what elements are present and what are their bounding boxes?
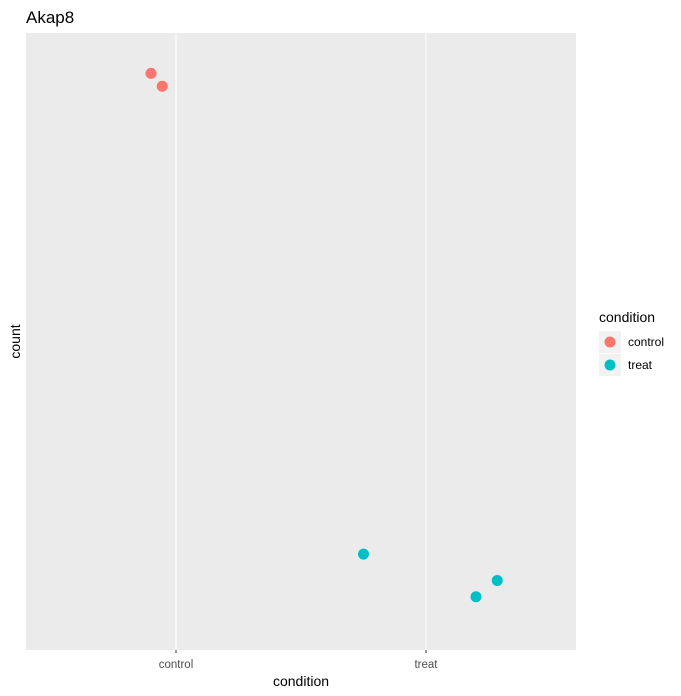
data-point-treat-3 xyxy=(491,574,503,586)
data-points xyxy=(145,67,503,603)
legend-key-treat xyxy=(604,359,616,371)
legend-label-control: control xyxy=(628,335,664,349)
x-tick-label-control: control xyxy=(159,659,194,671)
x-axis-ticks: control treat xyxy=(159,650,438,671)
legend-title: condition xyxy=(599,309,655,325)
data-point-control-2 xyxy=(156,80,168,92)
data-point-treat-2 xyxy=(470,591,482,603)
gridlines xyxy=(175,33,427,650)
x-axis-title: condition xyxy=(273,673,329,689)
plot-panel xyxy=(26,33,576,650)
legend-label-treat: treat xyxy=(628,358,653,372)
data-point-treat-1 xyxy=(358,548,369,560)
chart-title: Akap8 xyxy=(26,8,74,27)
legend: condition control treat xyxy=(599,309,664,376)
x-tick-label-treat: treat xyxy=(414,659,438,671)
legend-key-control xyxy=(604,336,616,348)
data-point-control-1 xyxy=(145,67,157,79)
y-axis-title: count xyxy=(7,324,23,358)
